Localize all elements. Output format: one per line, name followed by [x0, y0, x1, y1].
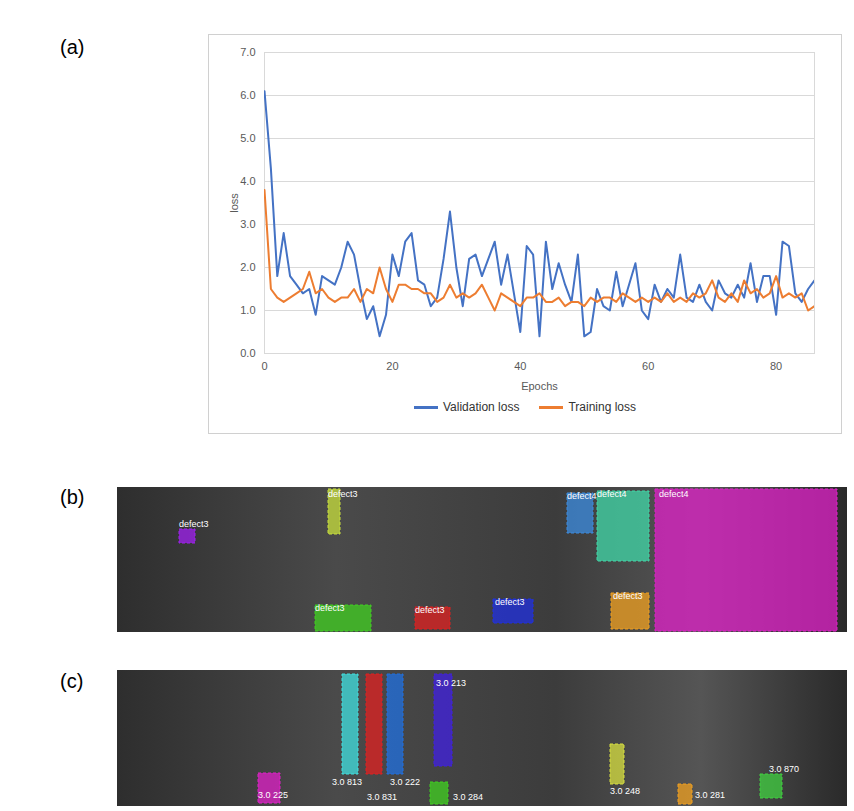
svg-text:defect3: defect3 — [179, 519, 209, 529]
svg-text:6.0: 6.0 — [240, 89, 255, 101]
html-text:(b): (b) — [60, 486, 85, 508]
html-text:(c): (c) — [60, 670, 84, 692]
svg-text:0.0: 0.0 — [240, 347, 255, 359]
svg-text:defect4: defect4 — [597, 489, 627, 499]
html-text:Validation loss: Validation loss — [443, 400, 520, 414]
svg-text:defect3: defect3 — [315, 603, 345, 613]
svg-text:60: 60 — [642, 360, 654, 372]
svg-text:3.0 222: 3.0 222 — [390, 777, 420, 787]
svg-text:3.0 281: 3.0 281 — [695, 790, 725, 800]
svg-text:3.0 213: 3.0 213 — [436, 678, 466, 688]
svg-text:3.0 831: 3.0 831 — [367, 792, 397, 802]
svg-text:0: 0 — [261, 360, 267, 372]
svg-text:80: 80 — [770, 360, 782, 372]
svg-text:defect3: defect3 — [328, 489, 358, 499]
svg-text:3.0 284: 3.0 284 — [453, 792, 483, 802]
svg-text:3.0 225: 3.0 225 — [258, 790, 288, 800]
svg-text:defect3: defect3 — [495, 597, 525, 607]
svg-text:defect3: defect3 — [415, 605, 445, 615]
svg-text:7.0: 7.0 — [240, 46, 255, 58]
svg-text:Epochs: Epochs — [521, 380, 558, 392]
svg-text:defect4: defect4 — [567, 491, 597, 501]
svg-text:3.0: 3.0 — [240, 218, 255, 230]
svg-text:1.0: 1.0 — [240, 304, 255, 316]
svg-text:3.0 813: 3.0 813 — [332, 777, 362, 787]
svg-text:defect4: defect4 — [659, 489, 689, 499]
svg-text:5.0: 5.0 — [240, 132, 255, 144]
svg-text:3.0 870: 3.0 870 — [769, 764, 799, 774]
svg-text:20: 20 — [386, 360, 398, 372]
svg-text:3.0 248: 3.0 248 — [610, 786, 640, 796]
svg-text:2.0: 2.0 — [240, 261, 255, 273]
svg-text:loss: loss — [228, 193, 240, 213]
html-text:(a): (a) — [60, 36, 85, 58]
svg-text:40: 40 — [514, 360, 526, 372]
html-text:Training loss: Training loss — [568, 400, 636, 414]
svg-text:4.0: 4.0 — [240, 175, 255, 187]
svg-text:defect3: defect3 — [613, 591, 643, 601]
